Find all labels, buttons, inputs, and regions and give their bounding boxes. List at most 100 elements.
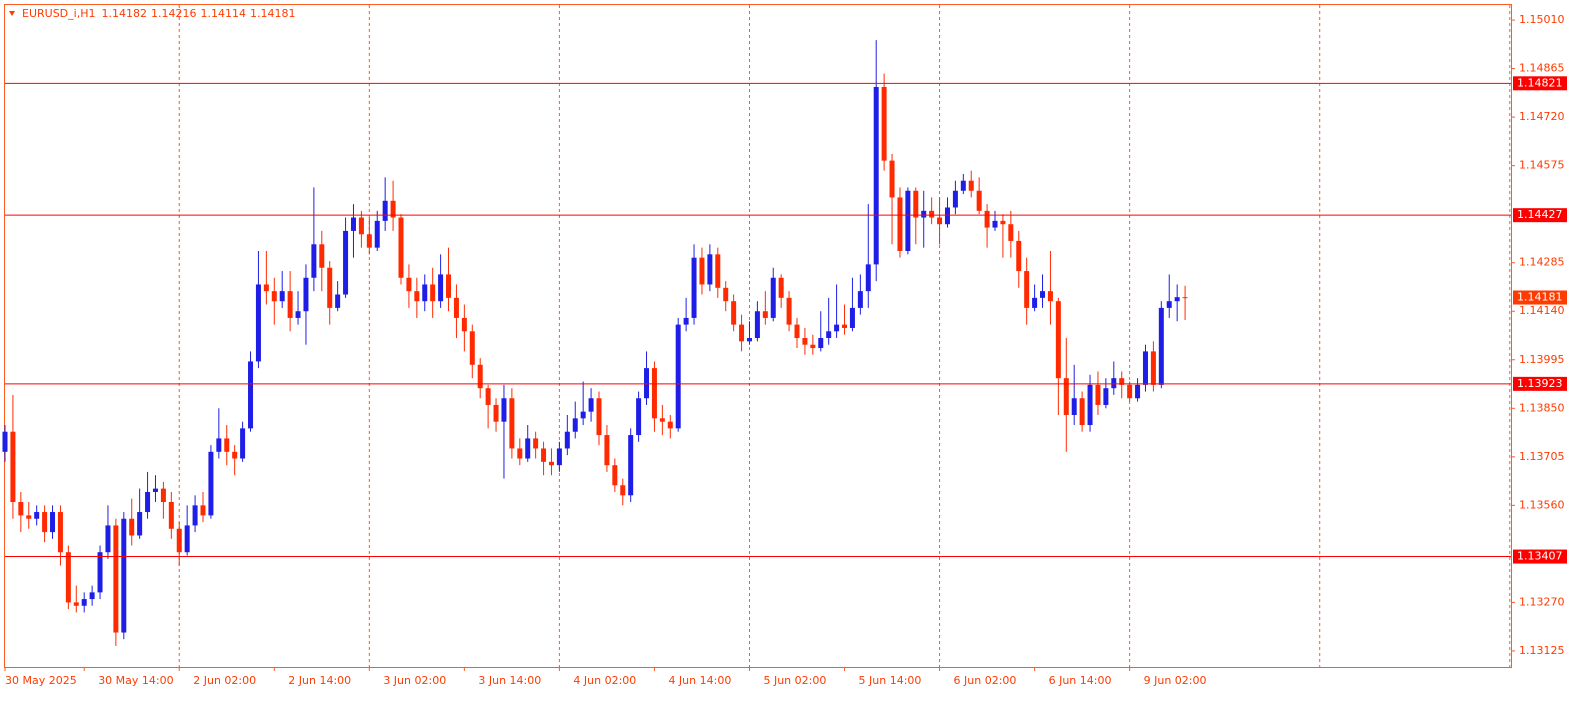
candle-body: [1087, 384, 1093, 426]
candle-body: [271, 291, 277, 302]
candle-body: [644, 368, 650, 399]
candle-body: [446, 274, 452, 298]
candle-body: [343, 230, 349, 295]
candle-body: [176, 528, 182, 553]
candle-body: [50, 512, 56, 533]
candle-body: [113, 525, 119, 633]
candle-body: [533, 438, 539, 449]
candle-body: [279, 291, 285, 302]
candle-body: [73, 602, 79, 606]
x-tick-label: 4 Jun 14:00: [668, 674, 731, 687]
candle-body: [976, 190, 982, 211]
plot-frame: [4, 4, 1512, 668]
candle-body: [105, 525, 111, 553]
candle-body: [1055, 301, 1061, 379]
candle-body: [232, 451, 238, 459]
candle-body: [596, 398, 602, 436]
candle-body: [960, 180, 966, 191]
candle-body: [18, 502, 24, 516]
candle-body: [26, 515, 32, 519]
candle-body: [525, 438, 531, 459]
candle-body: [636, 398, 642, 436]
x-tick-label: 2 Jun 14:00: [288, 674, 351, 687]
candle-body: [398, 217, 404, 278]
candle-body: [746, 338, 752, 342]
candle-body: [89, 592, 95, 600]
y-tick-label: 1.14285: [1519, 256, 1565, 269]
candle-body: [1135, 384, 1141, 399]
candle-body: [810, 344, 816, 349]
candle-body: [1063, 378, 1069, 415]
candle-body: [897, 197, 903, 251]
candle-body: [406, 277, 412, 292]
candle-body: [509, 398, 515, 449]
candle-body: [327, 267, 333, 308]
candle-body: [192, 505, 198, 526]
candle-body: [34, 512, 40, 519]
candle-body: [517, 448, 523, 459]
candle-body: [1182, 297, 1188, 299]
x-tick-label: 30 May 2025: [5, 674, 77, 687]
candle-body: [683, 317, 689, 325]
candle-body: [1079, 398, 1085, 426]
candle-body: [1150, 351, 1156, 385]
candle-body: [762, 311, 768, 318]
candle-body: [1127, 384, 1133, 399]
level-label: 1.14821: [1517, 76, 1563, 89]
candle-body: [10, 431, 16, 503]
candle-body: [461, 317, 467, 332]
candle-body: [620, 485, 626, 496]
candle-body: [786, 297, 792, 325]
collapse-icon[interactable]: [9, 11, 15, 16]
candle-body: [754, 311, 760, 339]
candle-body: [160, 488, 166, 503]
candle-body: [1166, 301, 1172, 308]
candle-body: [1095, 384, 1101, 405]
candle-body: [834, 324, 840, 332]
candle-body: [129, 518, 135, 536]
candle-body: [937, 217, 943, 225]
candle-body: [248, 361, 254, 429]
candle-body: [1071, 398, 1077, 415]
candle-body: [1103, 388, 1109, 405]
candle-body: [929, 210, 935, 218]
candle-body: [469, 331, 475, 365]
y-tick-label: 1.13705: [1519, 450, 1565, 463]
level-label: 1.13407: [1517, 550, 1563, 563]
candle-body: [255, 284, 261, 362]
candle-body: [794, 324, 800, 339]
x-tick-label: 6 Jun 02:00: [954, 674, 1017, 687]
header-low: 1.14114: [200, 7, 246, 20]
candle-body: [382, 200, 388, 221]
candle-body: [564, 431, 570, 449]
header-high: 1.14216: [151, 7, 197, 20]
candle-body: [731, 301, 737, 325]
candle-body: [121, 518, 127, 633]
level-label-box: [1513, 376, 1567, 391]
candle-body: [1040, 291, 1046, 298]
candle-body: [152, 488, 158, 492]
candle-body: [422, 284, 428, 302]
candle-body: [849, 307, 855, 328]
y-tick-label: 1.14720: [1519, 110, 1565, 123]
x-tick-label: 2 Jun 02:00: [193, 674, 256, 687]
y-tick-label: 1.13125: [1519, 644, 1565, 657]
candle-body: [659, 418, 665, 422]
candle-body: [707, 254, 713, 285]
x-tick-label: 3 Jun 02:00: [383, 674, 446, 687]
candle-body: [438, 274, 444, 302]
candle-body: [493, 404, 499, 422]
candle-body: [842, 324, 848, 328]
candle-body: [42, 512, 48, 533]
candle-body: [905, 190, 911, 251]
candle-body: [691, 257, 697, 318]
candle-body: [857, 291, 863, 308]
header-open: 1.14182: [101, 7, 147, 20]
candle-body: [501, 398, 507, 422]
candle-body: [921, 210, 927, 218]
candle-body: [699, 257, 705, 285]
level-label: 1.13923: [1517, 377, 1563, 390]
candle-body: [952, 190, 958, 208]
